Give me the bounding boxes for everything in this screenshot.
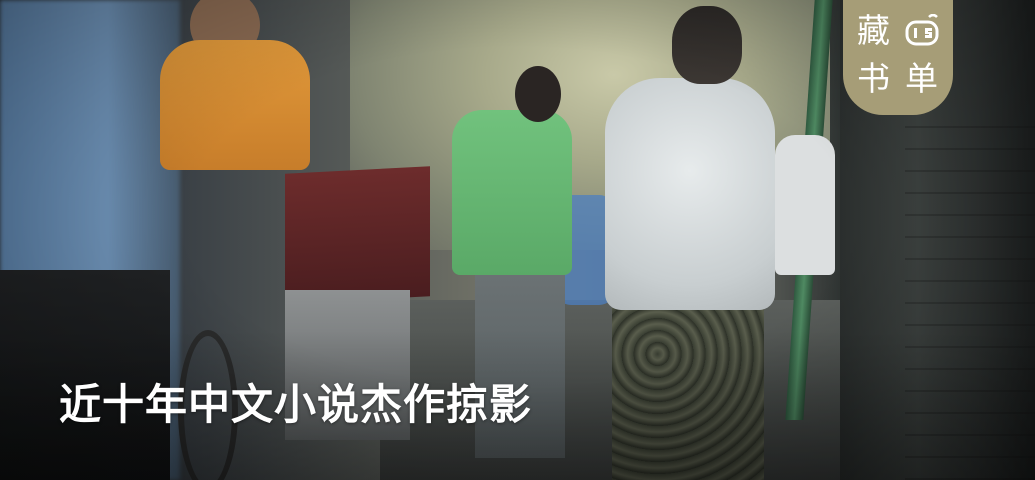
booklist-badge: 藏 书 单: [843, 0, 953, 115]
bottom-fade: [0, 330, 1035, 480]
walking-man-head: [515, 66, 561, 122]
rickshaw-body: [285, 290, 410, 440]
cafe-logo-icon: [905, 14, 939, 46]
foreground-shadow: [0, 270, 170, 480]
walking-man-shirt: [452, 110, 572, 275]
woman-blouse: [605, 78, 775, 310]
badge-char: 书: [857, 59, 890, 98]
rider-shirt: [160, 40, 310, 170]
background-person-white: [775, 135, 835, 275]
banner-title: 近十年中文小说杰作掠影: [59, 380, 533, 429]
brick-texture: [905, 110, 1035, 480]
badge-char: 藏: [857, 11, 890, 50]
walking-man-legs: [475, 268, 565, 458]
woman-head: [672, 6, 742, 84]
woman-pants: [612, 300, 764, 480]
badge-char: 单: [905, 59, 938, 98]
rickshaw-wheel: [178, 330, 238, 480]
